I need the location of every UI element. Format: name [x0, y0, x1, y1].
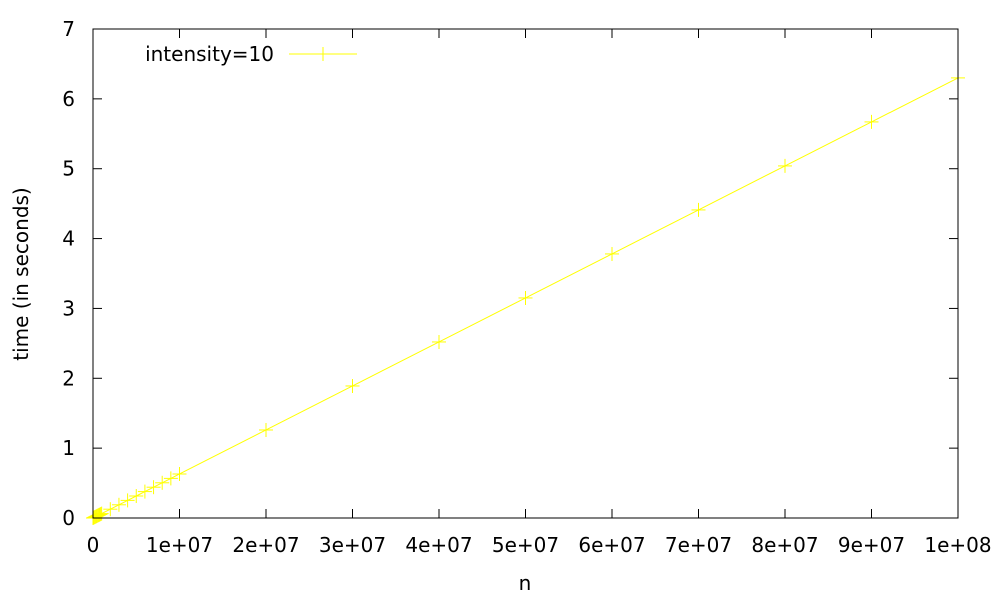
x-tick-label: 3e+07 — [319, 533, 386, 557]
data-point — [432, 334, 446, 349]
x-tick-label: 1e+08 — [924, 533, 991, 557]
data-point — [155, 475, 170, 490]
y-tick-label: 4 — [62, 227, 75, 251]
x-tick-label: 7e+07 — [665, 533, 732, 557]
data-point — [137, 484, 152, 499]
data-point — [111, 497, 126, 512]
data-point — [146, 480, 161, 495]
x-tick-label: 4e+07 — [405, 533, 472, 557]
data-point — [172, 466, 187, 481]
axis-ticks — [92, 28, 959, 519]
y-tick-label: 7 — [62, 17, 75, 41]
data-point — [605, 246, 619, 261]
tick-labels: 0 1 2 3 4 5 6 7 0 1e+07 2e+07 3e+07 4e+07 5e+07 6e+07 7… — [62, 17, 991, 557]
data-point — [864, 114, 879, 129]
y-axis-label: time (in seconds) — [9, 187, 33, 361]
legend-marker — [316, 47, 330, 61]
plot-frame — [92, 28, 959, 519]
data-point — [778, 158, 792, 173]
data-point — [691, 202, 706, 217]
legend: intensity=10 — [145, 42, 357, 66]
x-tick-label: 2e+07 — [232, 533, 299, 557]
x-tick-label: 5e+07 — [492, 533, 559, 557]
y-tick-label: 5 — [62, 157, 75, 181]
data-point — [129, 488, 144, 503]
data-point — [345, 378, 360, 393]
data-point — [259, 422, 273, 437]
y-tick-label: 0 — [62, 506, 75, 530]
y-tick-label: 3 — [62, 296, 75, 320]
legend-label: intensity=10 — [145, 42, 274, 66]
chart-series — [86, 70, 965, 525]
x-tick-label: 9e+07 — [838, 533, 905, 557]
x-tick-label: 0 — [87, 533, 100, 557]
x-tick-label: 1e+07 — [146, 533, 213, 557]
data-point — [163, 471, 178, 486]
data-point — [518, 290, 533, 305]
x-axis-label: n — [519, 571, 532, 595]
y-tick-label: 2 — [62, 366, 75, 390]
y-tick-label: 1 — [62, 436, 75, 460]
x-tick-label: 8e+07 — [751, 533, 818, 557]
y-tick-label: 6 — [62, 87, 75, 111]
data-point — [120, 493, 135, 508]
x-tick-label: 6e+07 — [578, 533, 645, 557]
data-point — [103, 502, 118, 517]
